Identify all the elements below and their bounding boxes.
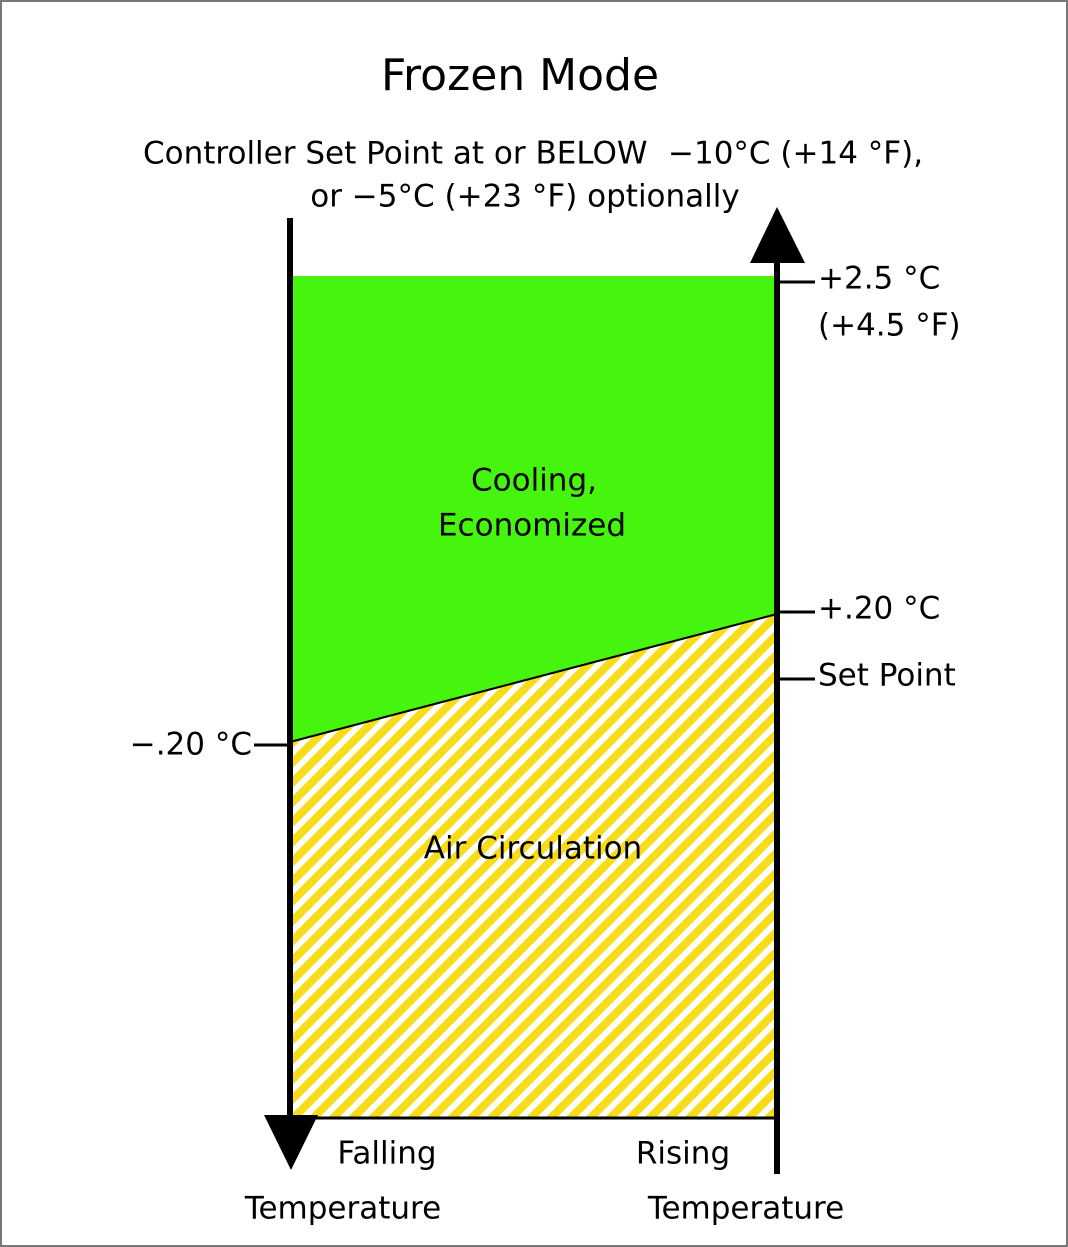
axis-label: Falling bbox=[337, 1136, 436, 1172]
region-label: Cooling, bbox=[471, 463, 597, 499]
label: +2.5 °C bbox=[818, 261, 940, 297]
label: −.20 °C bbox=[130, 727, 252, 763]
region-label: Economized bbox=[438, 508, 626, 544]
down-arrow bbox=[264, 1115, 318, 1170]
up-arrow bbox=[750, 207, 805, 263]
region-label: Air Circulation bbox=[424, 831, 642, 867]
subtitle: −10°C (+14 °F), bbox=[668, 136, 923, 172]
label: (+4.5 °F) bbox=[818, 308, 961, 344]
subtitle: Controller Set Point at or BELOW bbox=[143, 136, 648, 172]
boundary-line bbox=[289, 613, 778, 743]
cooling-region bbox=[292, 276, 776, 742]
title: Frozen Mode bbox=[381, 50, 659, 101]
label: +.20 °C bbox=[818, 591, 940, 627]
subtitle: or −5°C (+23 °F) optionally bbox=[310, 179, 740, 215]
circulation-region bbox=[292, 614, 776, 1118]
axis-label: Rising bbox=[636, 1136, 730, 1172]
label: Set Point bbox=[818, 658, 956, 694]
axis-label: Temperature bbox=[244, 1191, 441, 1227]
axis-label: Temperature bbox=[647, 1191, 844, 1227]
